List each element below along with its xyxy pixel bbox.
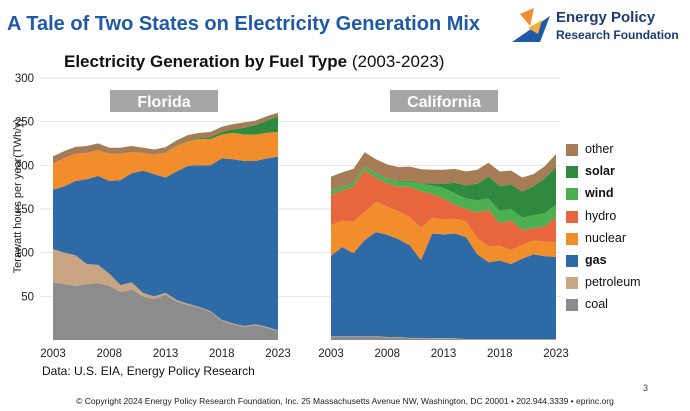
legend-swatch-gas xyxy=(566,254,578,267)
area-florida-coal xyxy=(53,282,278,340)
legend-label-nuclear: nuclear xyxy=(585,230,626,245)
legend-label-gas: gas xyxy=(585,252,607,267)
slide-title: A Tale of Two States on Electricity Gene… xyxy=(7,13,481,35)
x-tick-label: 2018 xyxy=(487,348,513,360)
x-tick-label: 2018 xyxy=(209,348,235,360)
x-tick-label: 2008 xyxy=(374,348,400,360)
x-tick-label: 2013 xyxy=(153,348,179,360)
x-tick-label: 2008 xyxy=(96,348,122,360)
y-tick-label: 50 xyxy=(21,291,34,303)
legend-label-petroleum: petroleum xyxy=(585,275,641,290)
y-tick-label: 100 xyxy=(15,248,34,260)
area-california-wind xyxy=(331,166,556,230)
x-tick-label: 2023 xyxy=(543,348,569,360)
area-florida-gas xyxy=(53,156,278,331)
area-california-solar xyxy=(331,166,556,218)
area-florida-nuclear xyxy=(53,132,278,190)
panel-label-california: California xyxy=(407,94,481,111)
logo-text-line2: Research Foundation xyxy=(556,28,679,42)
x-tick-label: 2003 xyxy=(40,348,66,360)
x-tick-label: 2013 xyxy=(431,348,457,360)
x-tick-label: 2023 xyxy=(265,348,291,360)
y-tick-label: 200 xyxy=(15,160,34,172)
legend-swatch-nuclear xyxy=(566,232,578,245)
source-note: Data: U.S. EIA, Energy Policy Research xyxy=(42,364,255,378)
legend-label-wind: wind xyxy=(585,186,614,201)
legend-swatch-hydro xyxy=(566,210,578,223)
panel-label-bg-florida xyxy=(110,90,218,112)
copyright-footer: © Copyright 2024 Energy Policy Research … xyxy=(76,396,614,406)
legend-label-solar: solar xyxy=(585,164,615,179)
legend-label-other: other xyxy=(585,142,614,156)
chart-title-period: (2003-2023) xyxy=(351,52,445,71)
area-california-nuclear xyxy=(331,201,556,265)
panel-label-florida: Florida xyxy=(137,94,190,111)
panel-label-bg-california xyxy=(390,90,498,112)
page-number: 3 xyxy=(643,383,649,393)
logo-text-line1: Energy Policy xyxy=(556,9,656,26)
logo-mark-icon xyxy=(512,8,550,42)
legend-swatch-wind xyxy=(566,188,578,201)
y-tick-label: 300 xyxy=(15,73,34,85)
legend-swatch-coal xyxy=(566,299,578,312)
legend-swatch-other xyxy=(566,144,578,156)
legend-swatch-petroleum xyxy=(566,277,578,290)
legend-label-coal: coal xyxy=(585,297,608,312)
area-florida-other xyxy=(53,112,278,164)
y-axis-label: Terawatt hours per year(TWh/y) xyxy=(12,119,24,274)
chart-title: Electricity Generation by Fuel Type (200… xyxy=(64,52,444,72)
area-california-hydro xyxy=(331,170,556,251)
logo: Energy Policy Research Foundation xyxy=(510,6,685,46)
legend-swatch-solar xyxy=(566,166,578,179)
area-california-other xyxy=(331,152,556,192)
y-tick-label: 250 xyxy=(15,117,34,129)
y-tick-label: 150 xyxy=(15,204,34,216)
legend-label-hydro: hydro xyxy=(585,208,617,223)
chart-title-main: Electricity Generation by Fuel Type xyxy=(64,52,348,71)
x-tick-label: 2003 xyxy=(318,348,344,360)
area-florida-petroleum xyxy=(53,249,278,332)
area-california-gas xyxy=(331,232,556,340)
